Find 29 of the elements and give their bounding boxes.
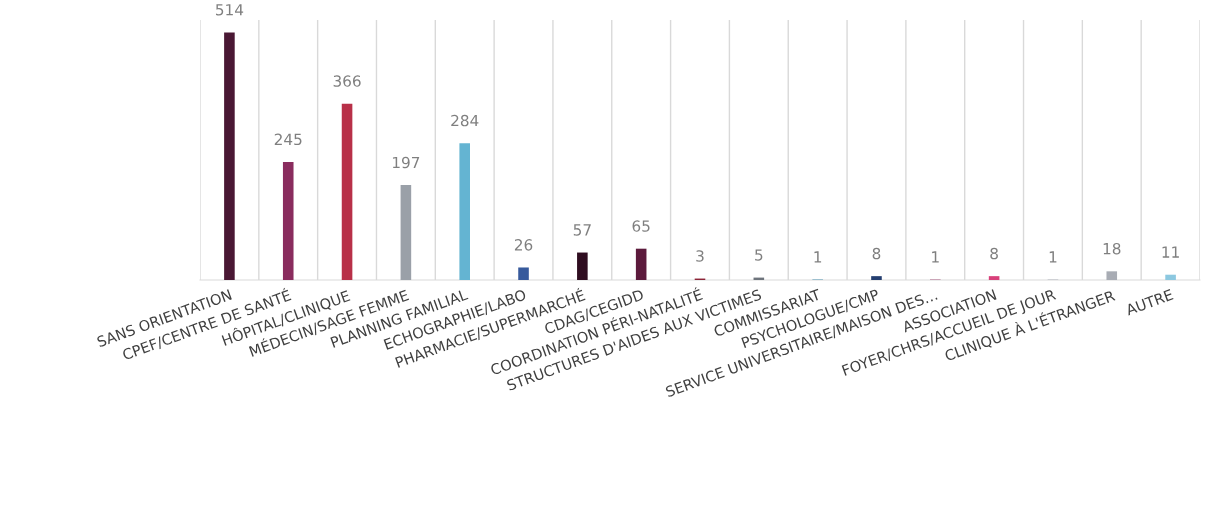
bar [341,103,353,280]
data-label: 5 [755,249,763,261]
data-label: 11 [1162,246,1179,258]
bar [1106,271,1118,280]
data-label: 1 [814,251,822,263]
data-label: 197 [392,156,420,169]
data-label: 65 [632,220,650,232]
bar [518,267,529,280]
bar [988,276,1000,280]
data-label: 1 [1049,251,1057,263]
bar [1165,274,1176,280]
data-label: 8 [872,247,881,260]
data-label: 8 [990,247,998,260]
bar [871,276,882,280]
data-label: 514 [216,4,244,16]
data-label: 1 [932,251,939,263]
data-label: 366 [333,75,361,87]
data-label: 245 [274,133,302,146]
bar [400,185,412,280]
data-label: 57 [573,224,591,236]
bar [635,248,647,280]
bar [577,252,588,280]
data-label: 26 [514,239,533,251]
bar [282,161,294,280]
bar [459,143,470,280]
data-label: 3 [696,250,704,262]
data-label: 284 [451,114,479,127]
data-label: 18 [1103,242,1121,255]
bar [224,32,235,280]
